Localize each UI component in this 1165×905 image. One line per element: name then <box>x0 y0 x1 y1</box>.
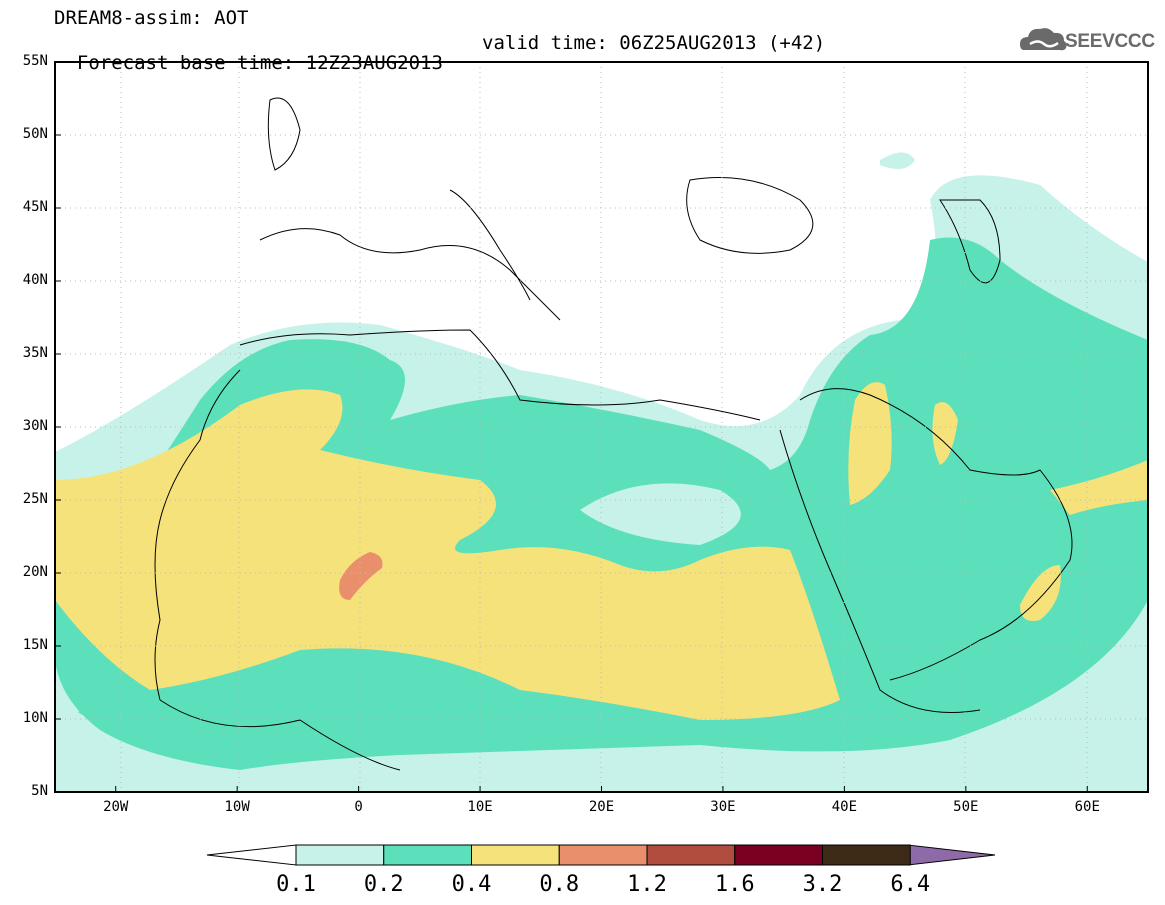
colorbar-label: 1.2 <box>627 872 667 897</box>
logo-text: SEEVCCC <box>1065 31 1155 52</box>
colorbar-label: 6.4 <box>890 872 931 897</box>
colorbar-label: 3.2 <box>802 872 843 897</box>
lat-label: 45N <box>22 199 48 215</box>
aot-band-01b <box>880 152 915 169</box>
colorbar-swatch <box>471 844 560 866</box>
lat-label: 40N <box>22 272 48 288</box>
lon-label: 20W <box>103 799 129 815</box>
lat-label: 55N <box>22 53 48 69</box>
lon-label: 50E <box>953 799 979 815</box>
lat-label: 35N <box>22 345 48 361</box>
lon-label: 20E <box>588 799 615 815</box>
lat-label: 50N <box>22 126 48 142</box>
lon-label: 10W <box>224 799 250 815</box>
graticule <box>55 62 1148 792</box>
colorbar-label: 0.2 <box>363 872 404 897</box>
lat-label: 5N <box>31 783 48 799</box>
colorbar-label: 1.6 <box>714 872 755 897</box>
colorbar-swatch <box>558 844 648 866</box>
coastline-black-sea <box>686 177 814 254</box>
lat-label: 10N <box>22 710 48 726</box>
colorbar-label: 0.8 <box>539 872 580 897</box>
lon-label: 0 <box>354 799 363 815</box>
colorbar <box>206 844 996 866</box>
aot-band-03e <box>1050 460 1148 515</box>
aot-band-03b <box>848 382 892 505</box>
coastline-europe <box>259 228 561 321</box>
colorbar-swatch <box>734 844 823 866</box>
coastline-caspian <box>939 199 1001 284</box>
valid-time: valid time: 06Z25AUG2013 (+42) <box>482 32 826 54</box>
colorbar-swatch <box>646 844 736 866</box>
lon-label: 60E <box>1074 799 1100 815</box>
lat-label: 30N <box>22 418 48 434</box>
aot-band-03 <box>55 389 840 720</box>
colorbar-label: 0.4 <box>451 872 492 897</box>
colorbar-swatch <box>383 844 472 866</box>
colorbar-label: 0.1 <box>276 872 316 897</box>
colorbar-swatch <box>822 844 911 866</box>
lon-label: 40E <box>831 799 858 815</box>
coastline-britain <box>267 97 301 171</box>
coastline-arabia <box>799 388 1073 681</box>
coastline-gulf-of-guinea <box>159 699 401 771</box>
aot-band-02-hole <box>580 483 741 545</box>
aot-band-03c <box>932 402 958 465</box>
coastline-north-africa <box>239 329 761 421</box>
coastline-italy <box>449 189 531 301</box>
lat-label: 15N <box>22 637 48 653</box>
lon-label: 30E <box>710 799 736 815</box>
coastline-west-africa <box>154 369 241 701</box>
coastline-red-sea <box>779 429 981 713</box>
map-title: DREAM8-assim: AOT <box>54 7 249 29</box>
colorbar-under-triangle <box>206 844 297 866</box>
lat-label: 25N <box>22 491 48 507</box>
lon-label: 10E <box>467 799 493 815</box>
colorbar-over-triangle <box>907 844 996 866</box>
aot-band-04 <box>339 552 383 600</box>
colorbar-swatch <box>295 844 385 866</box>
lat-label: 20N <box>22 564 48 580</box>
cloud-icon <box>1020 28 1067 51</box>
aot-band-02-small <box>78 708 96 717</box>
